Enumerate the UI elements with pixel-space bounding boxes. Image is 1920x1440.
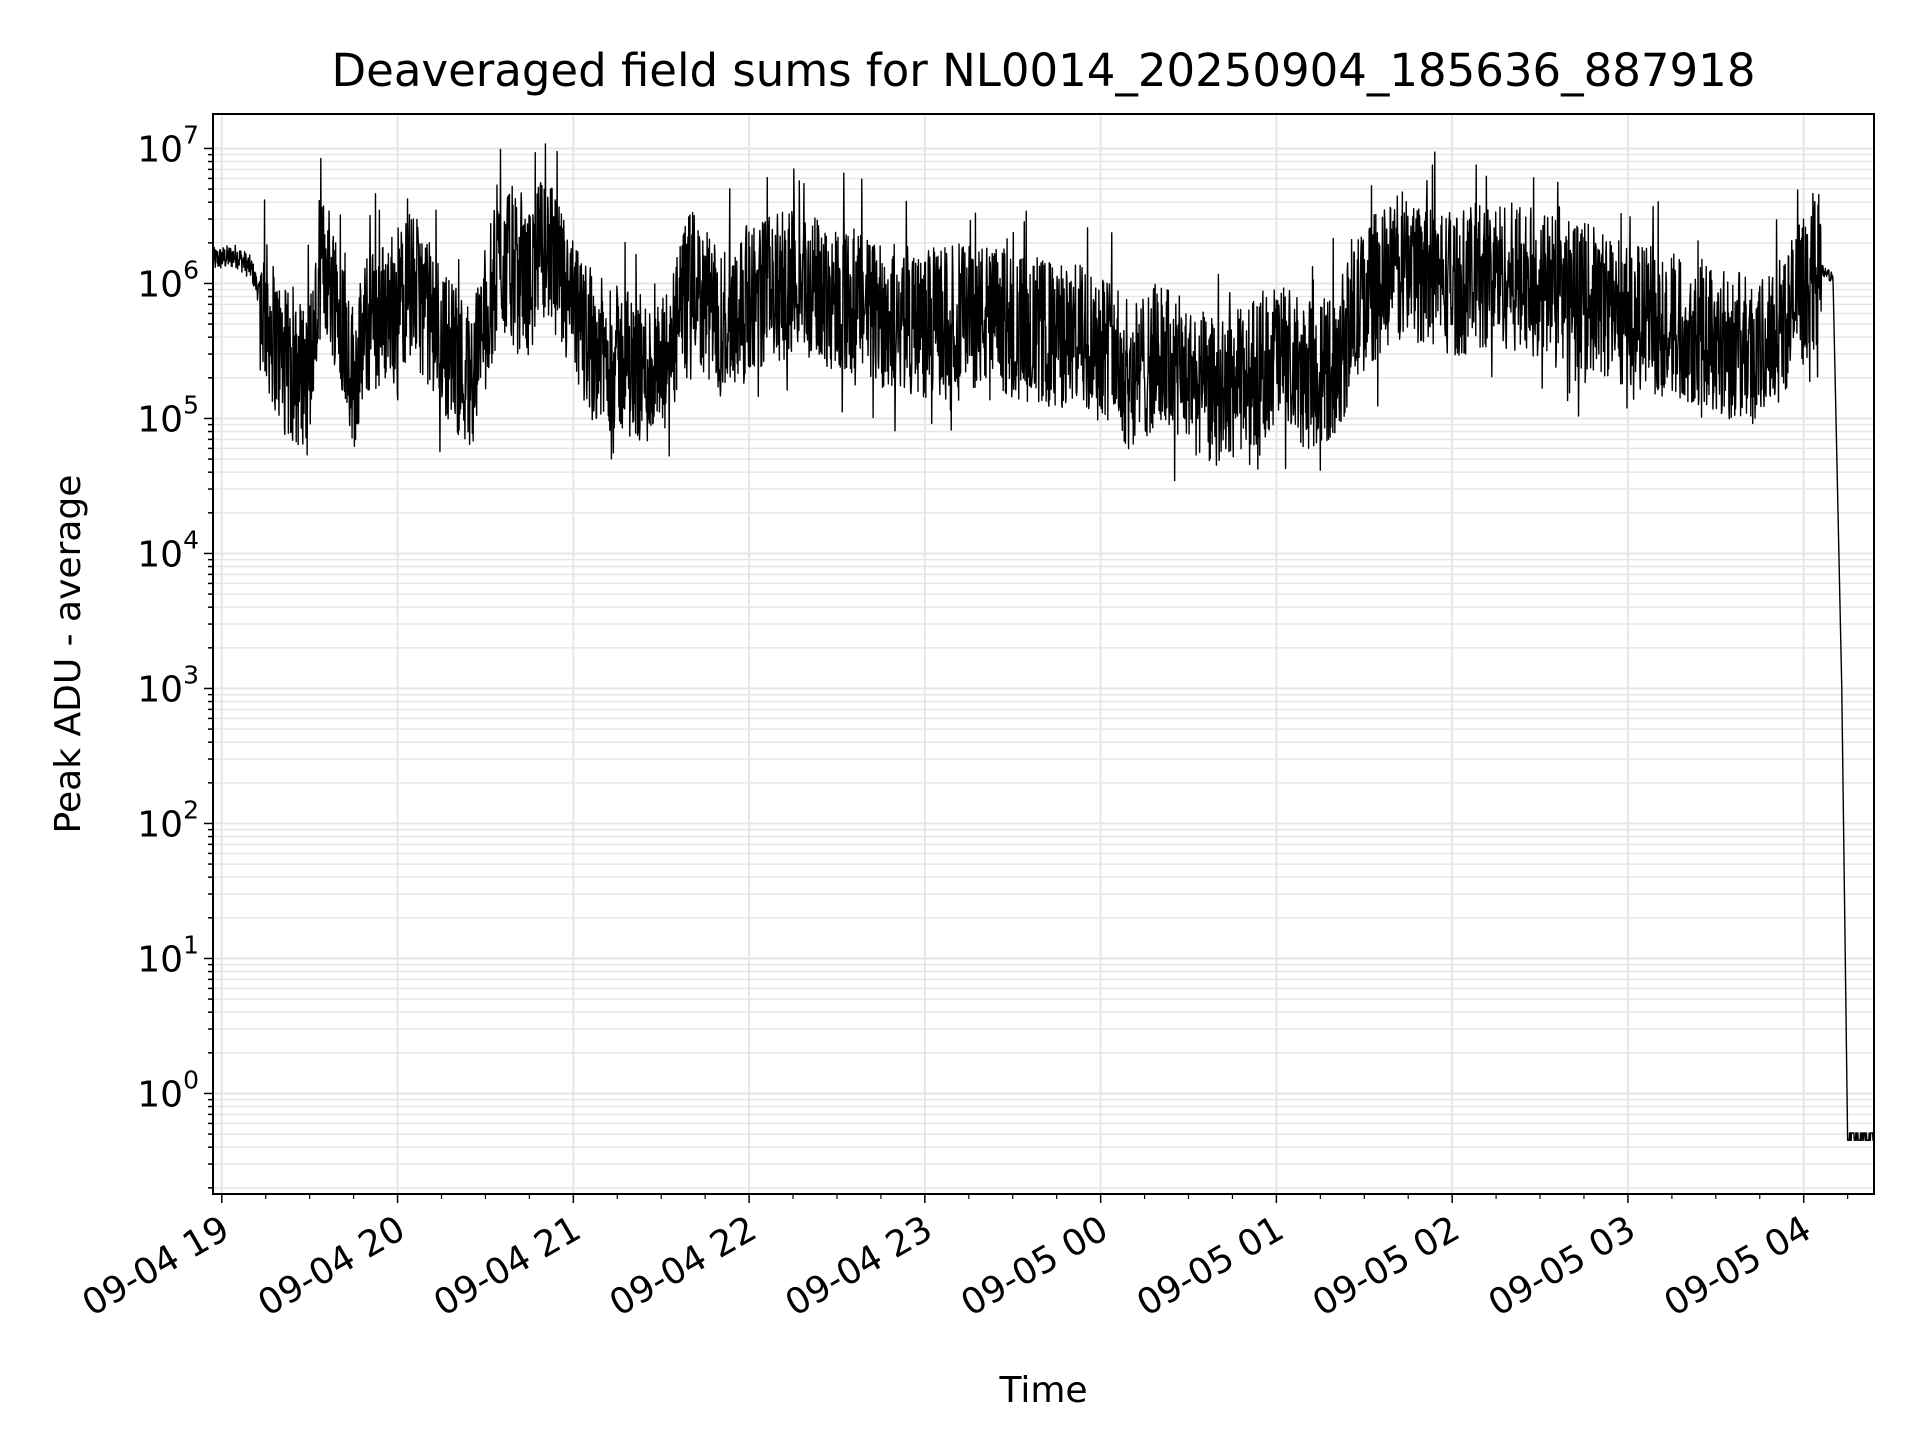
y-tick-label: 107: [137, 120, 199, 170]
y-tick-exponent: 2: [183, 795, 199, 824]
y-tick-base: 10: [137, 804, 183, 845]
x-axis-label: Time: [998, 1370, 1087, 1411]
y-tick-base: 10: [137, 264, 183, 305]
series-layer: [212, 143, 1875, 1141]
y-tick-exponent: 5: [183, 390, 199, 419]
y-tick-label: 105: [137, 390, 199, 440]
y-axis-label: Peak ADU - average: [48, 475, 89, 834]
series-line: [212, 143, 1875, 1141]
y-tick-exponent: 0: [183, 1065, 199, 1094]
y-tick-base: 10: [137, 1074, 183, 1115]
y-tick-base: 10: [137, 669, 183, 710]
y-tick-base: 10: [137, 939, 183, 980]
y-tick-exponent: 1: [183, 930, 199, 959]
plot-frame: [212, 113, 1875, 1195]
y-tick-exponent: 3: [183, 660, 199, 689]
y-tick-base: 10: [137, 399, 183, 440]
y-tick-label: 101: [137, 930, 199, 980]
y-tick-exponent: 7: [183, 120, 199, 149]
y-tick-base: 10: [137, 129, 183, 170]
y-tick-label: 103: [137, 660, 199, 710]
y-tick-label: 102: [137, 795, 199, 845]
y-tick-exponent: 4: [183, 525, 199, 554]
y-tick-base: 10: [137, 534, 183, 575]
y-tick-exponent: 6: [183, 255, 199, 284]
y-tick-label: 100: [137, 1065, 199, 1115]
y-tick-label: 104: [137, 525, 199, 575]
chart-title: Deaveraged field sums for NL0014_2025090…: [332, 44, 1756, 97]
y-tick-label: 106: [137, 255, 199, 305]
